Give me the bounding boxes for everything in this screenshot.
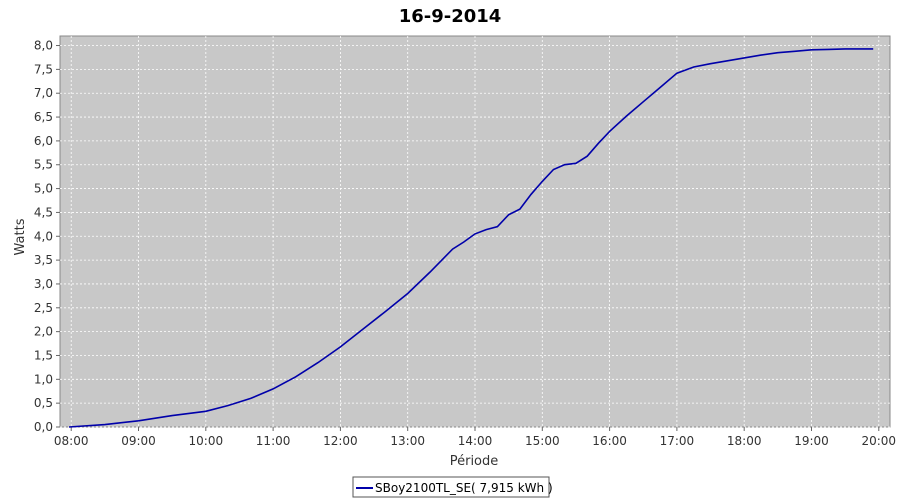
x-tick-label: 08:00	[54, 434, 89, 448]
y-tick-label: 5,5	[34, 158, 53, 172]
legend: SBoy2100TL_SE( 7,915 kWh )	[352, 476, 553, 498]
y-tick-label: 7,5	[34, 62, 53, 76]
y-tick-label: 2,5	[34, 301, 53, 315]
x-tick-label: 13:00	[390, 434, 425, 448]
x-tick-label: 20:00	[861, 434, 896, 448]
y-tick-label: 3,5	[34, 253, 53, 267]
x-tick-label: 15:00	[525, 434, 560, 448]
y-tick-label: 5,0	[34, 182, 53, 196]
x-tick-label: 17:00	[660, 434, 695, 448]
y-tick-label: 4,5	[34, 205, 53, 219]
y-tick-label: 0,0	[34, 420, 53, 434]
y-axis: 0,0 0,5 1,0 1,5 2,0 2,5 3,0 3,5 4,0 4,5 5,0 5,5 6,0 6…	[34, 39, 60, 434]
x-tick-label: 18:00	[727, 434, 762, 448]
x-tick-label: 10:00	[189, 434, 224, 448]
y-tick-label: 2,0	[34, 325, 53, 339]
y-tick-label: 4,0	[34, 229, 53, 243]
series-line	[68, 48, 874, 428]
legend-label: SBoy2100TL_SE( 7,915 kWh )	[375, 481, 553, 495]
x-tick-label: 11:00	[256, 434, 291, 448]
x-tick-label: 16:00	[592, 434, 627, 448]
y-tick-label: 8,0	[34, 39, 53, 53]
y-tick-label: 3,0	[34, 277, 53, 291]
x-tick-label: 09:00	[121, 434, 156, 448]
y-axis-label: Watts	[13, 218, 28, 255]
x-tick-label: 14:00	[458, 434, 493, 448]
chart-title: 16-9-2014	[399, 6, 502, 27]
y-tick-label: 7,0	[34, 86, 53, 100]
y-tick-label: 1,0	[34, 372, 53, 386]
x-tick-label: 19:00	[794, 434, 829, 448]
y-tick-label: 6,5	[34, 110, 53, 124]
y-tick-label: 1,5	[34, 348, 53, 362]
y-tick-label: 0,5	[34, 396, 53, 410]
x-axis-label: Période	[450, 454, 499, 469]
x-axis: 08:00 09:00 10:00 11:00 12:00 13:00 14:00 15:00…	[54, 427, 896, 448]
legend-box	[352, 476, 550, 498]
y-tick-label: 6,0	[34, 134, 53, 148]
x-tick-label: 12:00	[323, 434, 358, 448]
grid	[60, 36, 890, 428]
